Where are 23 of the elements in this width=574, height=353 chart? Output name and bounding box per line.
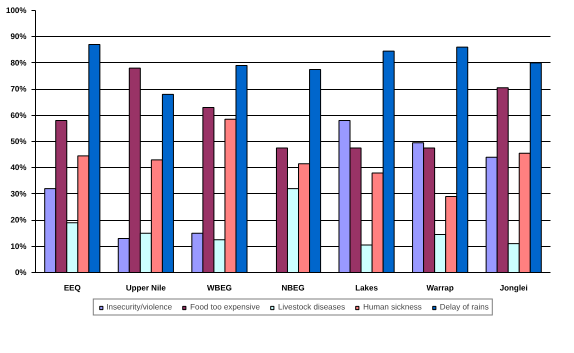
y-tick-label: 40% [10,163,27,172]
legend-label: Livestock diseases [278,302,346,312]
legend-label: Food too expensive [190,302,260,312]
x-tick-label: Lakes [355,284,378,292]
x-tick-label: WBEG [206,284,232,292]
y-tick-label: 30% [10,189,27,198]
x-tick-label: Upper Nile [126,284,166,292]
x-tick-label: Jonglei [500,284,528,292]
x-tick-label: EEQ [64,284,81,292]
x-tick-label: Warrap [426,284,454,292]
y-tick-label: 60% [10,110,27,120]
y-tick-label: 50% [10,137,27,146]
y-tick-label: 90% [10,32,27,42]
legend-label: Insecurity/violence [106,302,172,312]
legend-label: Delay of rains [440,302,489,312]
y-tick-label: 10% [10,242,27,251]
y-tick-label: 0% [14,268,26,277]
y-tick-label: 20% [10,216,27,225]
y-tick-label: 70% [10,84,27,94]
y-tick-label: 100% [6,6,27,15]
y-tick-label: 80% [10,58,27,68]
legend-label: Human sickness [363,302,422,312]
x-tick-label: NBEG [281,284,305,292]
